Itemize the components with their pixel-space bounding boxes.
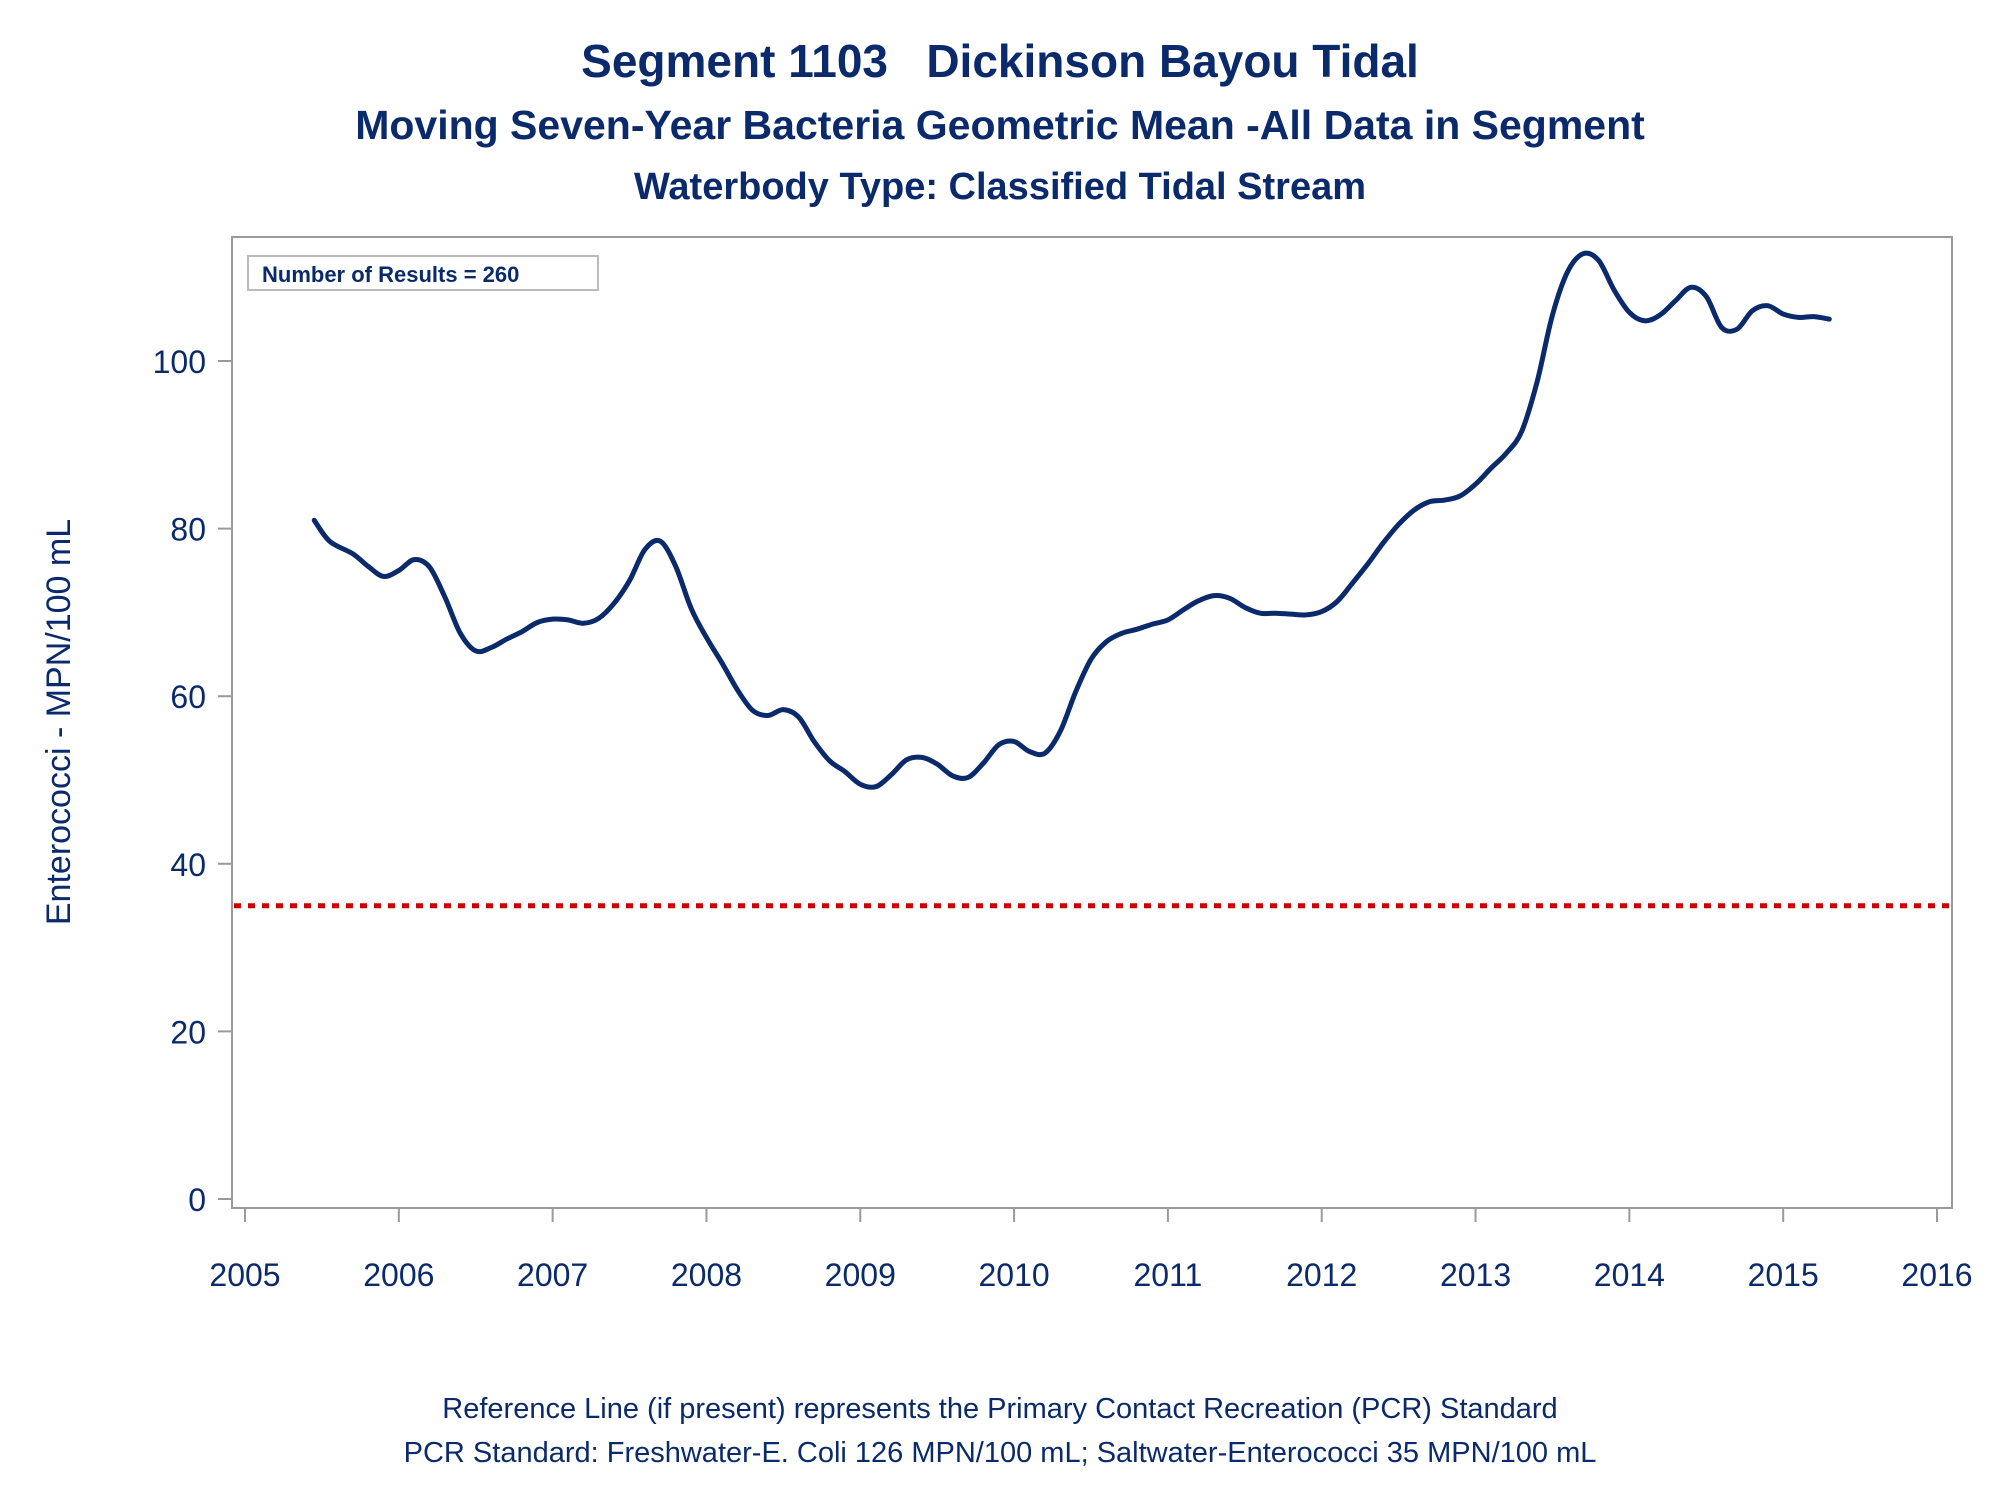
x-tick-label: 2008 — [671, 1257, 742, 1293]
x-tick-label: 2011 — [1134, 1257, 1203, 1293]
plot-frame — [231, 236, 1953, 1209]
line-chart: 0 20 40 60 80 100 2005 2006 2007 2008 2009 2010 201… — [40, 236, 1973, 1293]
legend-box: Number of Results = 260 — [247, 255, 599, 291]
y-tick-label: 80 — [170, 512, 206, 548]
footer-note-2: PCR Standard: Freshwater-E. Coli 126 MPN… — [403, 1437, 1597, 1469]
chart-subtitle: Moving Seven-Year Bacteria Geometric Mea… — [355, 102, 1645, 148]
x-tick-label: 2012 — [1286, 1257, 1357, 1293]
y-tick-label: 60 — [170, 679, 206, 715]
x-tick-label: 2016 — [1901, 1257, 1972, 1293]
y-tick-label: 40 — [170, 847, 206, 883]
y-tick-label: 0 — [188, 1182, 206, 1218]
x-tick-label: 2010 — [978, 1257, 1049, 1293]
x-tick-label: 2015 — [1748, 1257, 1819, 1293]
x-tick-label: 2009 — [825, 1257, 896, 1293]
x-tick-label: 2006 — [363, 1257, 434, 1293]
y-axis-label: Enterococci - MPN/100 mL — [40, 519, 78, 925]
footer-note-1: Reference Line (if present) represents t… — [442, 1393, 1558, 1425]
series-line-geometric-mean — [311, 250, 1832, 790]
x-axis: 2005 2006 2007 2008 2009 2010 2011 2012 2013 2014… — [209, 1208, 1973, 1293]
x-tick-label: 2005 — [209, 1257, 280, 1293]
chart-subtitle-2: Waterbody Type: Classified Tidal Stream — [633, 166, 1367, 208]
x-tick-label: 2007 — [517, 1257, 588, 1293]
y-axis: 0 20 40 60 80 100 — [153, 344, 232, 1218]
x-tick-label: 2013 — [1440, 1257, 1511, 1293]
chart-title: Segment 1103 Dickinson Bayou Tidal — [581, 35, 1419, 87]
y-tick-label: 20 — [170, 1014, 206, 1050]
y-tick-label: 100 — [153, 344, 206, 380]
legend-note: Number of Results = 260 — [262, 262, 519, 287]
x-tick-label: 2014 — [1594, 1257, 1665, 1293]
